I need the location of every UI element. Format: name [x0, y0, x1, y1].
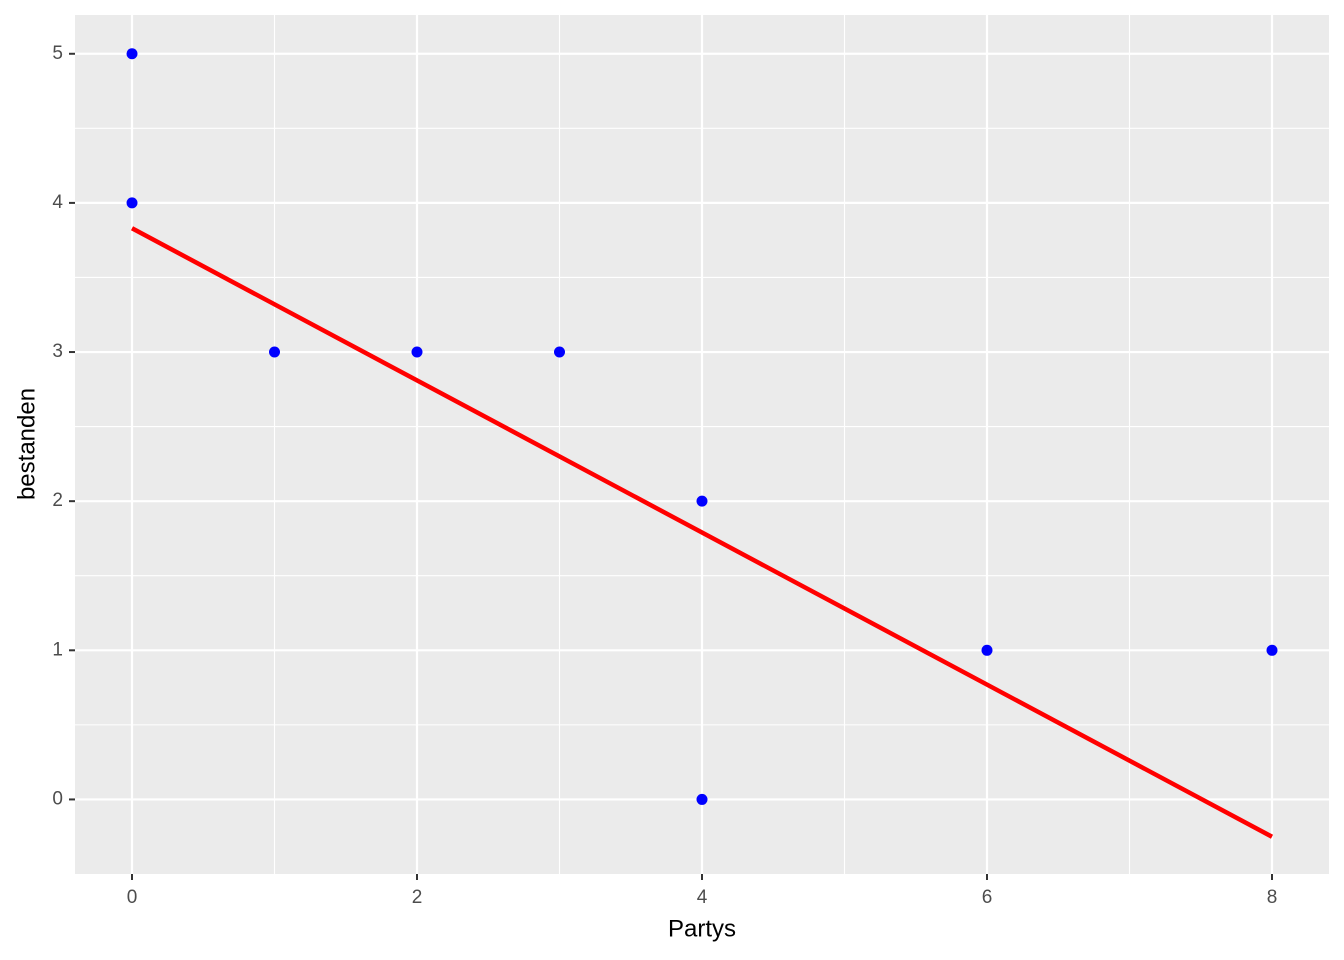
y-tick-label: 0 — [52, 788, 63, 809]
x-tick-label: 6 — [982, 887, 993, 908]
point — [411, 346, 423, 358]
point — [981, 644, 993, 656]
y-tick-label: 4 — [52, 192, 63, 213]
y-tick-label: 2 — [52, 490, 63, 511]
point — [126, 48, 138, 60]
y-tick-label: 1 — [52, 639, 63, 660]
point — [696, 793, 708, 805]
marks — [126, 48, 1278, 839]
point — [696, 495, 708, 507]
point — [1266, 644, 1278, 656]
y-tick-label: 5 — [52, 43, 63, 64]
fit-line — [130, 226, 1274, 839]
point — [269, 346, 280, 358]
x-tick-label: 2 — [412, 887, 423, 908]
point — [126, 197, 138, 209]
y-tick-label: 3 — [52, 341, 63, 362]
x-tick-label: 8 — [1267, 887, 1278, 908]
point — [554, 346, 565, 358]
x-tick-label: 4 — [697, 887, 708, 908]
x-tick-label: 0 — [127, 887, 138, 908]
y-axis-title: bestanden — [13, 388, 40, 500]
x-axis-title: Partys — [668, 915, 736, 942]
